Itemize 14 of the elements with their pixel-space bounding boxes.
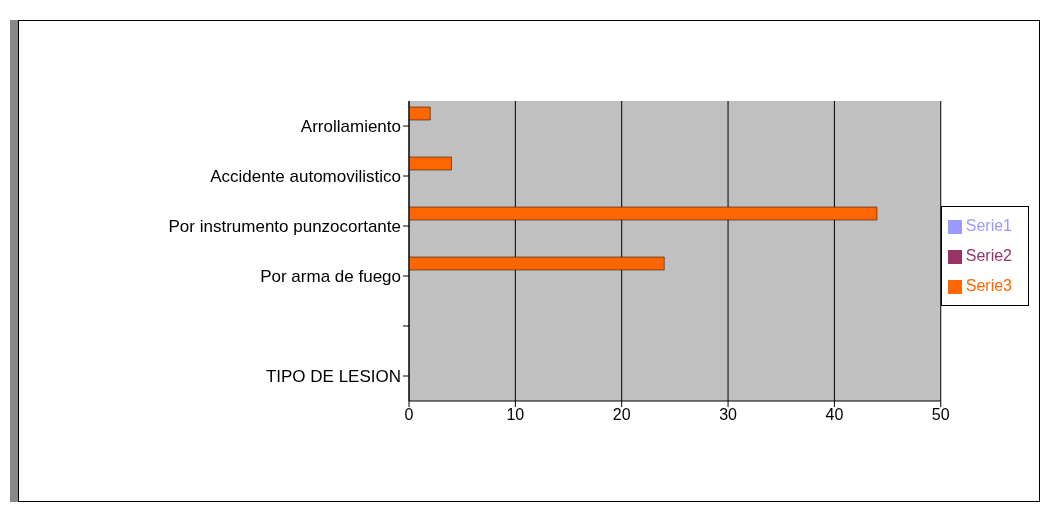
y-tick-label: Accidente automovilistico <box>210 167 401 187</box>
legend-label: Serie1 <box>965 217 1012 234</box>
y-tick-label: Arrollamiento <box>300 117 401 137</box>
x-tick-label: 30 <box>719 406 738 424</box>
y-tick-label: Por instrumento punzocortante <box>168 217 401 237</box>
x-tick-label: 0 <box>404 406 414 424</box>
y-tick-label: Por arma de fuego <box>260 267 401 287</box>
legend-label: Serie2 <box>965 247 1012 264</box>
y-tick-label: TIPO DE LESION <box>265 367 401 387</box>
x-tick-label: 10 <box>506 406 525 424</box>
legend-label: Serie3 <box>965 277 1012 294</box>
x-tick-label: 20 <box>612 406 631 424</box>
x-tick-label: 40 <box>825 406 844 424</box>
x-tick-label: 50 <box>931 406 950 424</box>
